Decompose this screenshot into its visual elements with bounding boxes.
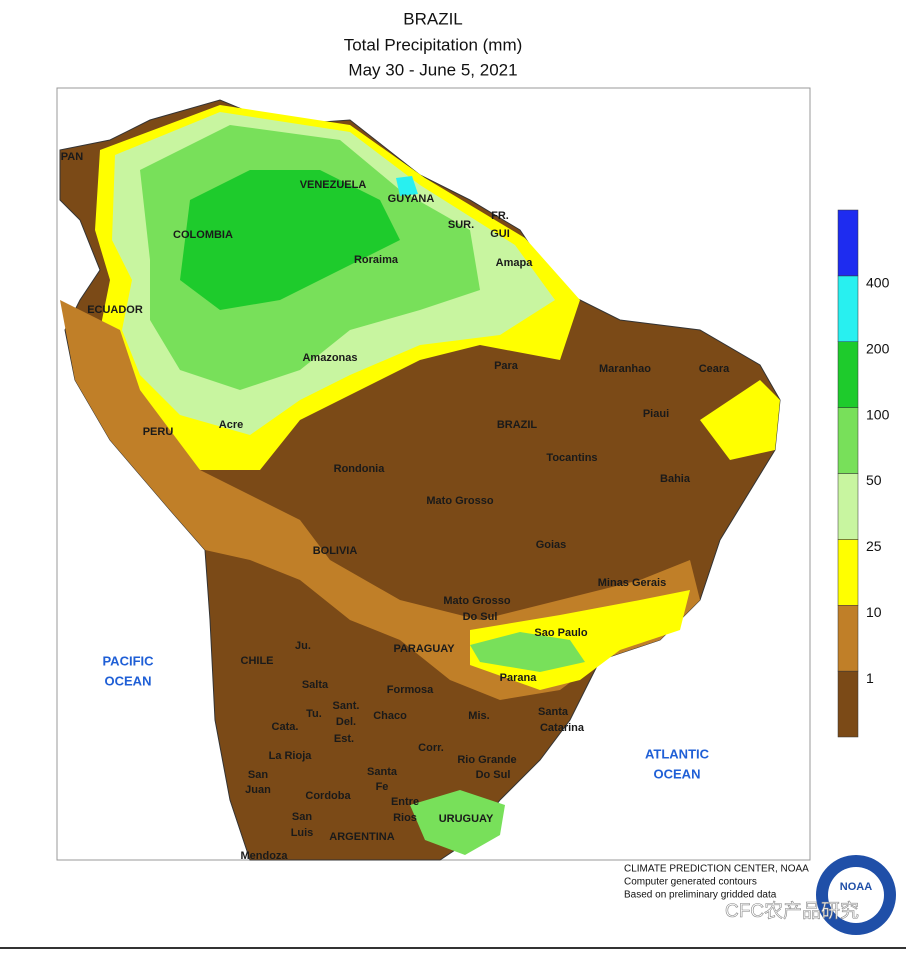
place-label: Amapa bbox=[496, 257, 534, 269]
place-label: Catarina bbox=[540, 722, 585, 734]
legend-swatch bbox=[837, 605, 859, 672]
place-label: Santa bbox=[538, 706, 569, 718]
place-label: La Rioja bbox=[269, 750, 313, 762]
place-label: VENEZUELA bbox=[300, 179, 367, 191]
place-label: Cordoba bbox=[305, 790, 351, 802]
dark-green-zone bbox=[180, 170, 400, 310]
legend-label: 400 bbox=[866, 275, 890, 291]
east-coast-yellow bbox=[700, 380, 780, 460]
map bbox=[56, 87, 811, 861]
legend-label: 1 bbox=[866, 670, 874, 686]
place-label: PERU bbox=[143, 426, 174, 438]
ocean-label: ATLANTIC bbox=[645, 746, 710, 761]
place-label: BOLIVIA bbox=[313, 545, 358, 557]
place-label: Mato Grosso bbox=[443, 595, 511, 607]
legend-label: 200 bbox=[866, 340, 890, 356]
place-label: Chaco bbox=[373, 710, 407, 722]
place-label: San bbox=[292, 811, 312, 823]
legend-label: 100 bbox=[866, 406, 890, 422]
legend: 1 10 25 50 100 200 400 bbox=[837, 209, 890, 738]
place-label: Piaui bbox=[643, 408, 669, 420]
place-label: ECUADOR bbox=[87, 304, 143, 316]
place-label: Rios bbox=[393, 812, 417, 824]
place-label: Tu. bbox=[306, 708, 322, 720]
place-label: Entre bbox=[391, 796, 419, 808]
ocean-label: OCEAN bbox=[105, 673, 152, 688]
ocean-label: PACIFIC bbox=[102, 653, 154, 668]
place-label: COLOMBIA bbox=[173, 229, 233, 241]
subtitle: Total Precipitation (mm) bbox=[344, 35, 523, 54]
place-label: Rio Grande bbox=[457, 754, 516, 766]
footer-line: Computer generated contours bbox=[624, 877, 757, 888]
place-label: PAN bbox=[61, 151, 83, 163]
logo-text: NOAA bbox=[840, 881, 872, 893]
legend-swatch bbox=[837, 275, 859, 342]
legend-label: 10 bbox=[866, 604, 882, 620]
place-label: Salta bbox=[302, 679, 329, 691]
place-label: Acre bbox=[219, 419, 243, 431]
place-label: Mato Grosso bbox=[426, 495, 494, 507]
legend-swatch bbox=[837, 341, 859, 408]
place-label: Do Sul bbox=[476, 769, 511, 781]
place-label: Tocantins bbox=[546, 452, 597, 464]
place-label: FR. bbox=[491, 210, 509, 222]
place-label: Est. bbox=[334, 733, 354, 745]
place-label: ARGENTINA bbox=[329, 831, 394, 843]
dates: May 30 - June 5, 2021 bbox=[348, 60, 517, 79]
place-label: Luis bbox=[291, 827, 314, 839]
place-label: San bbox=[248, 769, 268, 781]
legend-label: 50 bbox=[866, 472, 882, 488]
legend-swatch bbox=[837, 209, 859, 277]
place-label: Fe bbox=[376, 781, 389, 793]
ocean-label: OCEAN bbox=[654, 766, 701, 781]
watermark: CFC农产品研究 bbox=[725, 900, 859, 922]
place-label: Bahia bbox=[660, 473, 691, 485]
place-label: Santa bbox=[367, 766, 398, 778]
place-label: Roraima bbox=[354, 254, 399, 266]
place-label: Rondonia bbox=[334, 463, 386, 475]
place-label: Corr. bbox=[418, 742, 444, 754]
place-label: Maranhao bbox=[599, 363, 651, 375]
place-label: PARAGUAY bbox=[393, 643, 455, 655]
place-label: Cata. bbox=[272, 721, 299, 733]
legend-swatch bbox=[837, 473, 859, 540]
place-label: Goias bbox=[536, 539, 567, 551]
legend-label: 25 bbox=[866, 538, 882, 554]
cyan-zone bbox=[396, 176, 418, 196]
place-label: CHILE bbox=[241, 655, 274, 667]
place-label: Juan bbox=[245, 784, 271, 796]
place-label: Mis. bbox=[468, 710, 489, 722]
place-label: GUYANA bbox=[388, 193, 435, 205]
noaa-logo-inner bbox=[828, 867, 884, 923]
place-label: Para bbox=[494, 360, 519, 372]
green-patch-pr bbox=[470, 632, 585, 672]
place-label: SUR. bbox=[448, 219, 474, 231]
uruguay-green bbox=[410, 790, 505, 855]
footer-line: Based on preliminary gridded data bbox=[624, 890, 777, 901]
place-label: Sant. bbox=[333, 700, 360, 712]
place-label: BRAZIL bbox=[497, 419, 538, 431]
place-label: Del. bbox=[336, 716, 356, 728]
orange-zone bbox=[60, 300, 700, 700]
title: BRAZIL bbox=[403, 9, 463, 28]
place-label: Do Sul bbox=[463, 611, 498, 623]
legend-swatch bbox=[837, 670, 859, 738]
legend-swatch bbox=[837, 407, 859, 474]
footer-line: CLIMATE PREDICTION CENTER, NOAA bbox=[624, 864, 809, 875]
place-label: URUGUAY bbox=[439, 813, 494, 825]
place-label: Amazonas bbox=[302, 352, 357, 364]
place-label: Sao Paulo bbox=[534, 627, 587, 639]
legend-swatch bbox=[837, 539, 859, 606]
place-labels: PAN VENEZUELA GUYANA SUR. FR. GUI COLOMBIA Rora… bbox=[61, 151, 730, 862]
place-label: Minas Gerais bbox=[598, 577, 666, 589]
place-label: Formosa bbox=[387, 684, 434, 696]
place-label: Parana bbox=[500, 672, 538, 684]
place-label: GUI bbox=[490, 228, 510, 240]
place-label: Mendoza bbox=[240, 850, 288, 862]
place-label: Ju. bbox=[295, 640, 311, 652]
place-label: Ceara bbox=[699, 363, 730, 375]
